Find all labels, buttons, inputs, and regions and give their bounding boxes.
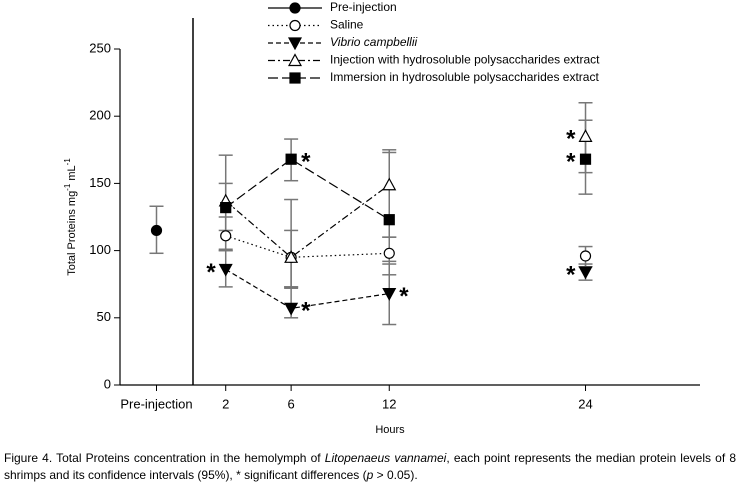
y-axis-label-part: Total Proteins mg (66, 191, 78, 276)
caption-part: Litopenaeus vannamei (324, 451, 447, 465)
marker (220, 230, 232, 242)
series-line (225, 235, 390, 258)
significance-label: * (566, 126, 576, 153)
marker (579, 250, 592, 262)
marker (287, 53, 303, 67)
x-axis-label: Hours (375, 424, 405, 436)
caption-part: > 0.05). (373, 468, 418, 482)
marker (287, 37, 303, 51)
y-tick-label: 250 (89, 40, 111, 55)
y-tick-label: 150 (89, 175, 111, 190)
y-tick-label: 200 (89, 108, 111, 123)
marker (285, 153, 297, 165)
x-tick-label: Pre-injection (120, 396, 192, 411)
y-axis-label-part: -1 (63, 183, 72, 191)
significance-label: * (301, 149, 311, 176)
y-tick-label: 50 (97, 309, 111, 324)
marker (578, 266, 593, 280)
marker (220, 201, 232, 214)
series-line (225, 158, 390, 221)
significance-label: * (301, 298, 311, 325)
caption-part: Figure 4. Total Proteins concentration i… (4, 451, 325, 465)
marker (289, 2, 301, 14)
y-tick-label: 100 (89, 242, 111, 257)
significance-label: * (399, 283, 409, 310)
legend-label: Saline (330, 18, 364, 32)
caption-part: , each point represents the median prote… (4, 451, 736, 482)
y-axis-label: Total Proteins mg-1 mL-1 (63, 158, 78, 276)
x-tick-label: 12 (382, 396, 396, 411)
marker (289, 72, 301, 84)
significance-label: * (566, 261, 576, 288)
caption: Figure 4. Total Proteins concentration i… (4, 450, 736, 484)
legend-label: Pre-injection (330, 0, 397, 14)
marker (284, 250, 299, 263)
y-tick-label: 0 (104, 376, 111, 391)
y-axis-label-part: -1 (63, 158, 72, 166)
series-line (225, 184, 390, 259)
chart: Hours 0 50 100 150 200 250 2 6 12 24 Pre-injection… (63, 0, 700, 436)
marker (382, 288, 397, 301)
marker (579, 153, 592, 165)
marker (218, 263, 233, 277)
legend-label: Vibrio campbellii (330, 35, 417, 49)
x-tick-label: 2 (222, 396, 229, 411)
marker (578, 129, 593, 142)
marker (150, 224, 163, 237)
caption-part: p (366, 468, 374, 482)
marker (284, 302, 299, 316)
y-axis-label-part: mL (66, 165, 78, 183)
marker (289, 19, 301, 32)
marker (383, 247, 395, 259)
marker (382, 177, 397, 191)
marker (383, 214, 395, 226)
error-bar (284, 198, 299, 289)
x-tick-label: 24 (578, 396, 592, 411)
significance-label: * (206, 259, 216, 286)
x-tick-label: 6 (288, 396, 295, 411)
error-bar (382, 151, 397, 265)
significance-label: * (566, 149, 576, 176)
legend-label: Injection with hydrosoluble polysacchari… (330, 53, 600, 67)
legend-label: Immersion in hydrosoluble polysaccharide… (330, 70, 599, 84)
